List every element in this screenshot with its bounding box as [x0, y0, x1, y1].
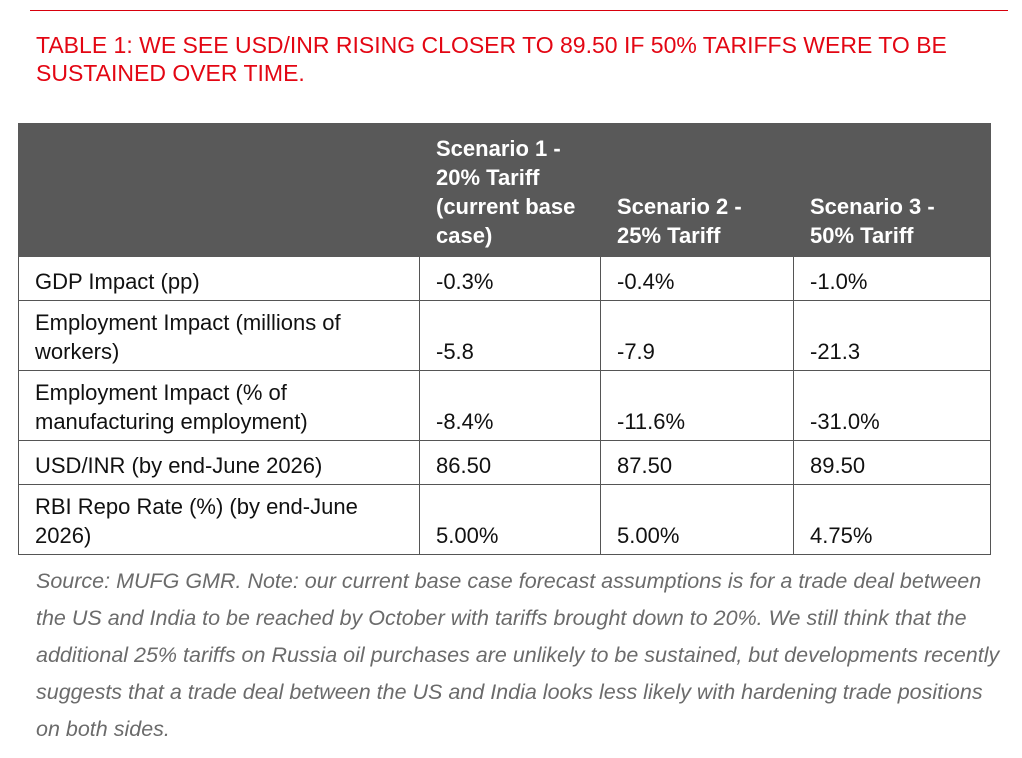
header-scenario-1: Scenario 1 - 20% Tariff (current base ca… — [419, 123, 601, 257]
cell-value: -7.9 — [600, 300, 794, 371]
row-label-usd-inr: USD/INR (by end-June 2026) — [18, 440, 420, 485]
cell-value: -21.3 — [793, 300, 991, 371]
table-row: USD/INR (by end-June 2026) 86.50 87.50 8… — [18, 440, 991, 485]
table-row: Employment Impact (millions of workers) … — [18, 300, 991, 371]
table-row: RBI Repo Rate (%) (by end-June 2026) 5.0… — [18, 484, 991, 555]
source-note: Source: MUFG GMR. Note: our current base… — [36, 569, 1000, 741]
cell-value: 86.50 — [419, 440, 601, 485]
row-label-gdp-impact: GDP Impact (pp) — [18, 256, 420, 301]
row-label-employment-percent: Employment Impact (% of manufacturing em… — [18, 370, 420, 441]
row-label-rbi-repo-rate: RBI Repo Rate (%) (by end-June 2026) — [18, 484, 420, 555]
cell-value: 4.75% — [793, 484, 991, 555]
cell-value: 5.00% — [419, 484, 601, 555]
cell-value: 89.50 — [793, 440, 991, 485]
row-label-employment-millions: Employment Impact (millions of workers) — [18, 300, 420, 371]
cell-value: -5.8 — [419, 300, 601, 371]
cell-value: -0.4% — [600, 256, 794, 301]
cell-value: 87.50 — [600, 440, 794, 485]
cell-value: -8.4% — [419, 370, 601, 441]
cell-value: -31.0% — [793, 370, 991, 441]
cell-value: -1.0% — [793, 256, 991, 301]
header-scenario-2: Scenario 2 - 25% Tariff — [600, 123, 794, 257]
cell-value: -11.6% — [600, 370, 794, 441]
header-corner — [18, 123, 420, 257]
table-row: Employment Impact (% of manufacturing em… — [18, 370, 991, 441]
header-row: Scenario 1 - 20% Tariff (current base ca… — [18, 123, 991, 257]
top-rule — [30, 10, 1008, 11]
scenario-table: Scenario 1 - 20% Tariff (current base ca… — [18, 123, 991, 555]
header-scenario-3: Scenario 3 - 50% Tariff — [793, 123, 991, 257]
table-row: GDP Impact (pp) -0.3% -0.4% -1.0% — [18, 256, 991, 301]
cell-value: -0.3% — [419, 256, 601, 301]
table-title: TABLE 1: WE SEE USD/INR RISING CLOSER TO… — [36, 32, 947, 86]
cell-value: 5.00% — [600, 484, 794, 555]
